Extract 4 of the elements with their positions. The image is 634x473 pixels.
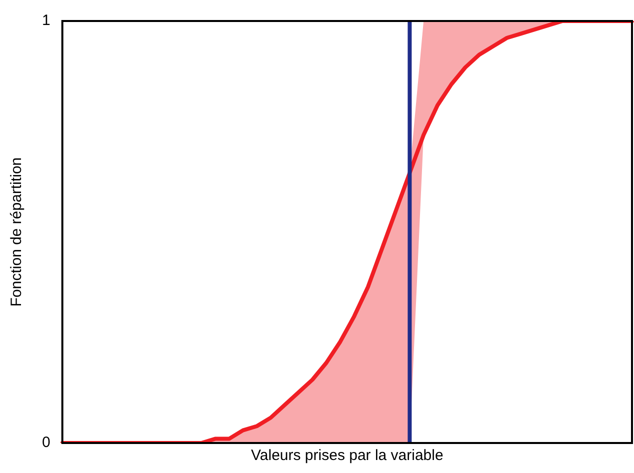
y-tick-label: 0 xyxy=(42,434,50,452)
x-axis-title: Valeurs prises par la variable xyxy=(251,447,444,464)
y-tick-label: 1 xyxy=(42,12,50,30)
y-axis-title: Fonction de répartition xyxy=(8,157,26,307)
